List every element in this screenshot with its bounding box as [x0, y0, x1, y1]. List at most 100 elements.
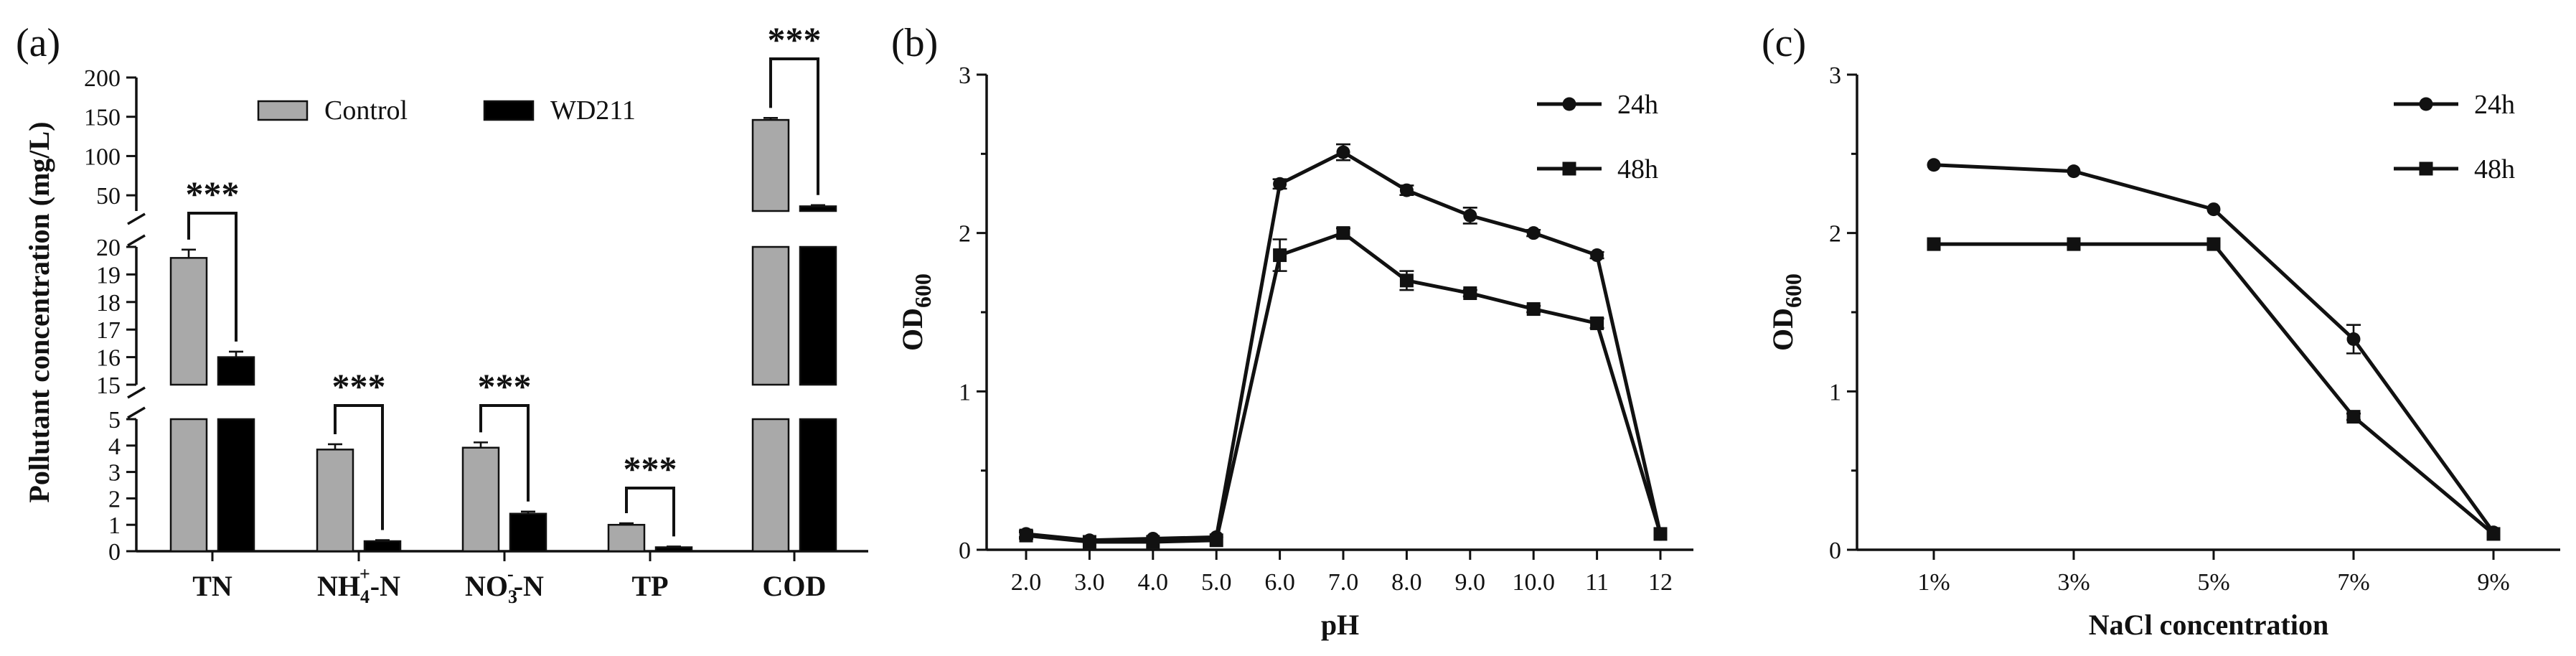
y-axis-label: OD600: [896, 273, 936, 351]
x-tick-label-base: NH: [317, 570, 360, 602]
significance-label: ***: [186, 174, 240, 214]
data-point-48h: [2206, 237, 2221, 251]
x-tick-label: 11: [1585, 569, 1609, 596]
y-tick-label: 2: [108, 486, 121, 512]
series-line-48h: [1025, 230, 1663, 544]
bar-control: [461, 446, 500, 553]
series-line-24h: [1933, 163, 2496, 534]
data-point-48h: [1653, 527, 1668, 541]
x-tick-label: 9.0: [1455, 569, 1486, 596]
significance-label: ***: [624, 449, 677, 489]
data-point-24h: [2346, 332, 2361, 347]
data-point-48h: [1463, 286, 1477, 301]
data-point-48h: [1209, 533, 1223, 548]
x-tick-label: TN: [192, 570, 232, 602]
legend-label: WD211: [550, 95, 636, 126]
data-point-48h: [2067, 237, 2081, 251]
data-point-48h: [1273, 248, 1287, 263]
data-point-24h: [1590, 248, 1604, 263]
x-axis-label: pH: [1321, 609, 1359, 641]
y-tick-label: 3: [108, 460, 121, 487]
data-point-24h: [1336, 145, 1350, 159]
x-tick-label: 9%: [2477, 569, 2509, 596]
x-tick-label-base: TP: [631, 570, 668, 602]
data-point-48h: [1526, 302, 1541, 317]
panel-label: (b): [891, 21, 938, 65]
bar-wd211: [799, 205, 837, 212]
significance-label: ***: [768, 19, 822, 60]
x-axis-label: NaCl concentration: [2089, 609, 2328, 641]
x-tick-label-sup: +: [359, 563, 370, 584]
x-tick-label-sub: 3: [508, 586, 517, 607]
legend-label: Control: [324, 95, 408, 126]
data-point-24h: [2206, 202, 2221, 217]
data-point-48h: [2486, 527, 2501, 541]
data-point-24h: [1927, 158, 1941, 172]
x-tick-label: 8.0: [1391, 569, 1422, 596]
bar-control: [751, 118, 790, 212]
y-axis-label-sub: 600: [910, 273, 936, 308]
bar-wd211: [509, 512, 547, 553]
panel-label: (a): [16, 21, 60, 65]
y-tick-label: 150: [84, 105, 121, 131]
y-tick-label: 4: [108, 434, 121, 460]
legend-marker: [1562, 97, 1576, 111]
x-tick-label: 5.0: [1201, 569, 1232, 596]
y-tick-label: 18: [96, 290, 121, 317]
legend-marker: [1562, 161, 1576, 176]
significance-bracket: [334, 404, 384, 530]
y-tick-label: 20: [96, 235, 121, 261]
data-point-24h: [1273, 177, 1287, 191]
bar-control: [169, 257, 208, 386]
x-tick-label-base: COD: [763, 570, 827, 602]
panel-label: (c): [1762, 21, 1806, 65]
y-tick-label: 0: [1829, 538, 1841, 564]
x-tick-label: COD: [763, 570, 827, 602]
y-axis-label: OD600: [1767, 273, 1806, 351]
x-tick-label-tail: -N: [514, 570, 544, 602]
bar-control: [169, 418, 208, 553]
x-tick-label: 6.0: [1264, 569, 1295, 596]
bar-wd211: [363, 540, 402, 553]
x-tick-label: 7%: [2337, 569, 2369, 596]
y-tick-label: 2: [959, 221, 971, 248]
y-axis-label: Pollutant concentration (mg/L): [23, 121, 55, 502]
data-point-48h: [2346, 410, 2361, 424]
y-tick-label: 50: [96, 183, 121, 210]
y-tick-label: 16: [96, 345, 121, 372]
data-point-24h: [1463, 208, 1477, 222]
bar-control: [607, 523, 646, 553]
y-tick-label: 200: [84, 65, 121, 92]
legend-label: 24h: [2474, 90, 2515, 120]
x-tick-label-base: NO: [465, 570, 508, 602]
y-tick-label: 0: [959, 538, 971, 564]
bar-control: [751, 245, 790, 386]
legend-label: 48h: [1617, 154, 1658, 184]
y-tick-label: 3: [1829, 62, 1841, 89]
y-tick-label: 17: [96, 317, 121, 344]
significance-label: ***: [332, 366, 386, 406]
y-tick-label: 19: [96, 262, 121, 289]
bar-wd211: [799, 418, 837, 553]
series-line-24h: [1025, 150, 1663, 543]
legend-marker: [2419, 161, 2433, 176]
x-tick-label: 7.0: [1328, 569, 1359, 596]
data-point-48h: [1927, 237, 1941, 251]
x-tick-label-sup: -: [507, 563, 514, 584]
x-tick-label: TP: [631, 570, 668, 602]
axis-break-mark: [127, 406, 146, 419]
data-point-24h: [1399, 183, 1414, 197]
x-tick-label: 1%: [1917, 569, 1950, 596]
x-tick-label: 2.0: [1011, 569, 1042, 596]
bar-control: [751, 418, 790, 553]
legend-swatch: [483, 100, 535, 121]
x-tick-label-tail: -N: [370, 570, 400, 602]
x-tick-label: 3.0: [1074, 569, 1105, 596]
y-tick-label: 100: [84, 144, 121, 170]
panel-c-nacl-line-chart: (c) 0 1 2 3 1% 3% 5% 7% 9% OD600 NaCl concentration…: [1762, 21, 2560, 641]
axis-break-mark: [127, 234, 146, 247]
y-tick-label: 1: [108, 512, 121, 539]
data-point-48h: [1082, 535, 1096, 549]
